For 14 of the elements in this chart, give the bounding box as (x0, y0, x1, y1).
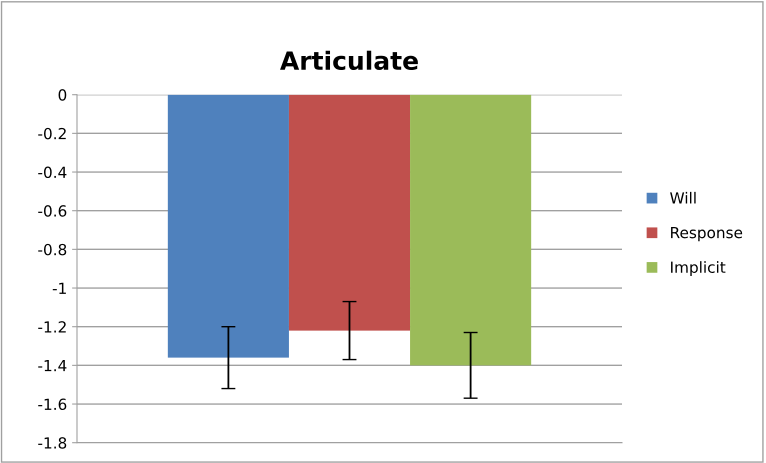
chart-title: Articulate (280, 50, 418, 70)
y-tick-label: -0.4 (38, 166, 66, 178)
legend-label: Implicit (671, 261, 726, 276)
y-tick-label: -1.6 (38, 398, 66, 410)
legend-label: Will (670, 192, 696, 204)
y-tick-label: 0 (58, 89, 66, 101)
y-tick-label: -0.8 (38, 244, 66, 256)
y-tick-label: -0.6 (38, 205, 66, 217)
y-tick-label: -1 (52, 282, 66, 294)
y-tick-label: -1.2 (38, 321, 66, 333)
legend-label: Response (671, 226, 742, 242)
y-tick-label: -0.2 (38, 128, 66, 140)
y-tick-label: -1.8 (38, 437, 66, 449)
y-tick-label: -1.4 (38, 360, 66, 372)
